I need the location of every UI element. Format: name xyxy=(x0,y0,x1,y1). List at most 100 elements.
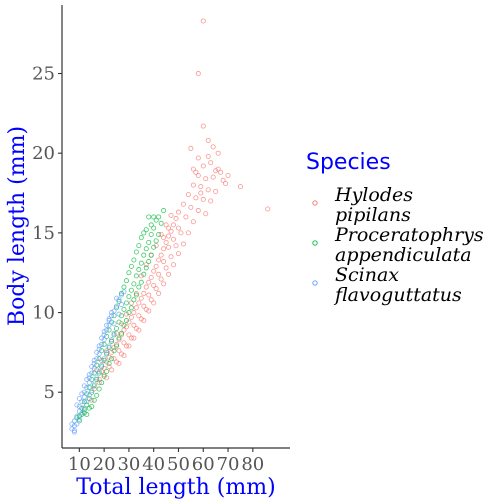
data-point-s0-17 xyxy=(133,305,139,311)
data-point-s1-23 xyxy=(133,273,139,279)
x-tick-label-2: 30 xyxy=(117,454,140,475)
data-point-s1-92 xyxy=(89,376,95,382)
data-point-s0-97 xyxy=(158,231,164,237)
data-point-s0-133 xyxy=(104,375,110,381)
data-point-s2-42 xyxy=(104,349,110,355)
data-point-s2-44 xyxy=(109,337,115,343)
data-point-s2-18 xyxy=(99,341,105,347)
data-point-s0-102 xyxy=(123,311,129,317)
data-point-s1-93 xyxy=(84,391,90,397)
data-point-s2-22 xyxy=(106,322,112,328)
data-point-s0-117 xyxy=(223,180,229,186)
data-point-s1-96 xyxy=(74,415,80,421)
data-point-s0-89 xyxy=(195,208,201,214)
data-point-s0-56 xyxy=(175,225,181,231)
data-point-s0-26 xyxy=(156,257,162,263)
data-point-s1-86 xyxy=(118,290,124,296)
data-point-s2-15 xyxy=(94,356,100,362)
data-point-s0-49 xyxy=(200,123,206,129)
data-point-s0-4 xyxy=(101,365,107,371)
data-point-s2-57 xyxy=(91,357,97,363)
data-point-s0-72 xyxy=(96,380,102,386)
data-point-s0-128 xyxy=(128,335,134,341)
data-point-s0-107 xyxy=(99,357,105,363)
data-point-s2-56 xyxy=(86,372,92,378)
data-point-s1-11 xyxy=(104,351,110,357)
data-point-s0-73 xyxy=(116,361,122,367)
data-point-s2-10 xyxy=(86,380,92,386)
data-point-s1-14 xyxy=(111,332,117,338)
data-point-s0-6 xyxy=(106,354,112,360)
data-point-s2-54 xyxy=(74,402,80,408)
data-point-s0-62 xyxy=(146,292,152,298)
data-point-s0-71 xyxy=(101,372,107,378)
data-point-s0-90 xyxy=(200,196,206,202)
data-point-s1-68 xyxy=(101,373,107,379)
data-point-s0-136 xyxy=(190,166,196,172)
y-axis-ticks: 5 10 15 20 25 xyxy=(32,64,62,403)
data-point-s0-36 xyxy=(185,192,191,198)
data-point-s1-80 xyxy=(138,235,144,241)
data-point-s0-12 xyxy=(121,327,127,333)
data-point-s2-27 xyxy=(116,297,122,303)
data-point-s0-77 xyxy=(136,327,142,333)
data-point-s1-97 xyxy=(81,410,87,416)
data-point-s1-35 xyxy=(146,214,152,220)
data-point-s0-48 xyxy=(195,71,201,77)
data-point-s1-53 xyxy=(99,380,105,386)
data-point-s2-67 xyxy=(71,429,77,435)
x-tick-label-7: 80 xyxy=(241,454,264,475)
data-point-s0-76 xyxy=(131,335,137,341)
data-point-s0-92 xyxy=(210,174,216,180)
data-point-s2-39 xyxy=(96,369,102,375)
x-tick-label-4: 50 xyxy=(167,454,190,475)
data-point-s1-74 xyxy=(131,297,137,303)
y-axis-title: Body length (mm) xyxy=(5,126,30,326)
data-point-s2-45 xyxy=(111,330,117,336)
data-point-s0-8 xyxy=(111,345,117,351)
data-point-s0-61 xyxy=(151,282,157,288)
data-point-s2-24 xyxy=(109,313,115,319)
data-point-s1-44 xyxy=(106,327,112,333)
data-point-s2-51 xyxy=(109,310,115,316)
data-point-s1-19 xyxy=(123,300,129,306)
data-point-s0-66 xyxy=(126,332,132,338)
data-point-s2-60 xyxy=(106,316,112,322)
data-point-s1-81 xyxy=(143,227,149,233)
data-point-s2-25 xyxy=(111,308,117,314)
data-point-s0-78 xyxy=(141,318,147,324)
data-point-s0-47 xyxy=(200,18,206,24)
data-point-s0-114 xyxy=(208,198,214,204)
data-point-s2-47 xyxy=(89,364,95,370)
data-point-s1-21 xyxy=(128,287,134,293)
data-point-s2-30 xyxy=(74,421,80,427)
data-point-s1-46 xyxy=(96,356,102,362)
legend: Species HylodespipilansProceratophrysapp… xyxy=(306,150,484,306)
data-point-s2-66 xyxy=(69,421,75,427)
data-point-s0-124 xyxy=(148,297,154,303)
data-point-s0-14 xyxy=(126,319,132,325)
data-point-s0-70 xyxy=(106,364,112,370)
data-point-s0-3 xyxy=(99,369,105,375)
data-point-s0-33 xyxy=(173,216,179,222)
data-point-s2-28 xyxy=(118,292,124,298)
data-point-s0-63 xyxy=(141,303,147,309)
data-point-s1-10 xyxy=(101,357,107,363)
data-point-s1-43 xyxy=(111,313,117,319)
data-point-s0-21 xyxy=(143,284,149,290)
data-point-s0-1 xyxy=(91,386,97,392)
data-point-s0-54 xyxy=(208,160,214,166)
data-point-s1-6 xyxy=(91,383,97,389)
data-point-s0-10 xyxy=(116,337,122,343)
data-point-s1-71 xyxy=(116,335,122,341)
data-point-s2-1 xyxy=(71,423,77,429)
data-point-s2-62 xyxy=(116,311,122,317)
data-point-s1-41 xyxy=(121,284,127,290)
data-point-s2-31 xyxy=(76,416,82,422)
data-point-s1-3 xyxy=(84,402,90,408)
data-point-s0-125 xyxy=(143,306,149,312)
data-point-s1-33 xyxy=(158,220,164,226)
data-point-s1-22 xyxy=(131,281,137,287)
data-point-s2-33 xyxy=(81,405,87,411)
data-point-s1-48 xyxy=(86,384,92,390)
